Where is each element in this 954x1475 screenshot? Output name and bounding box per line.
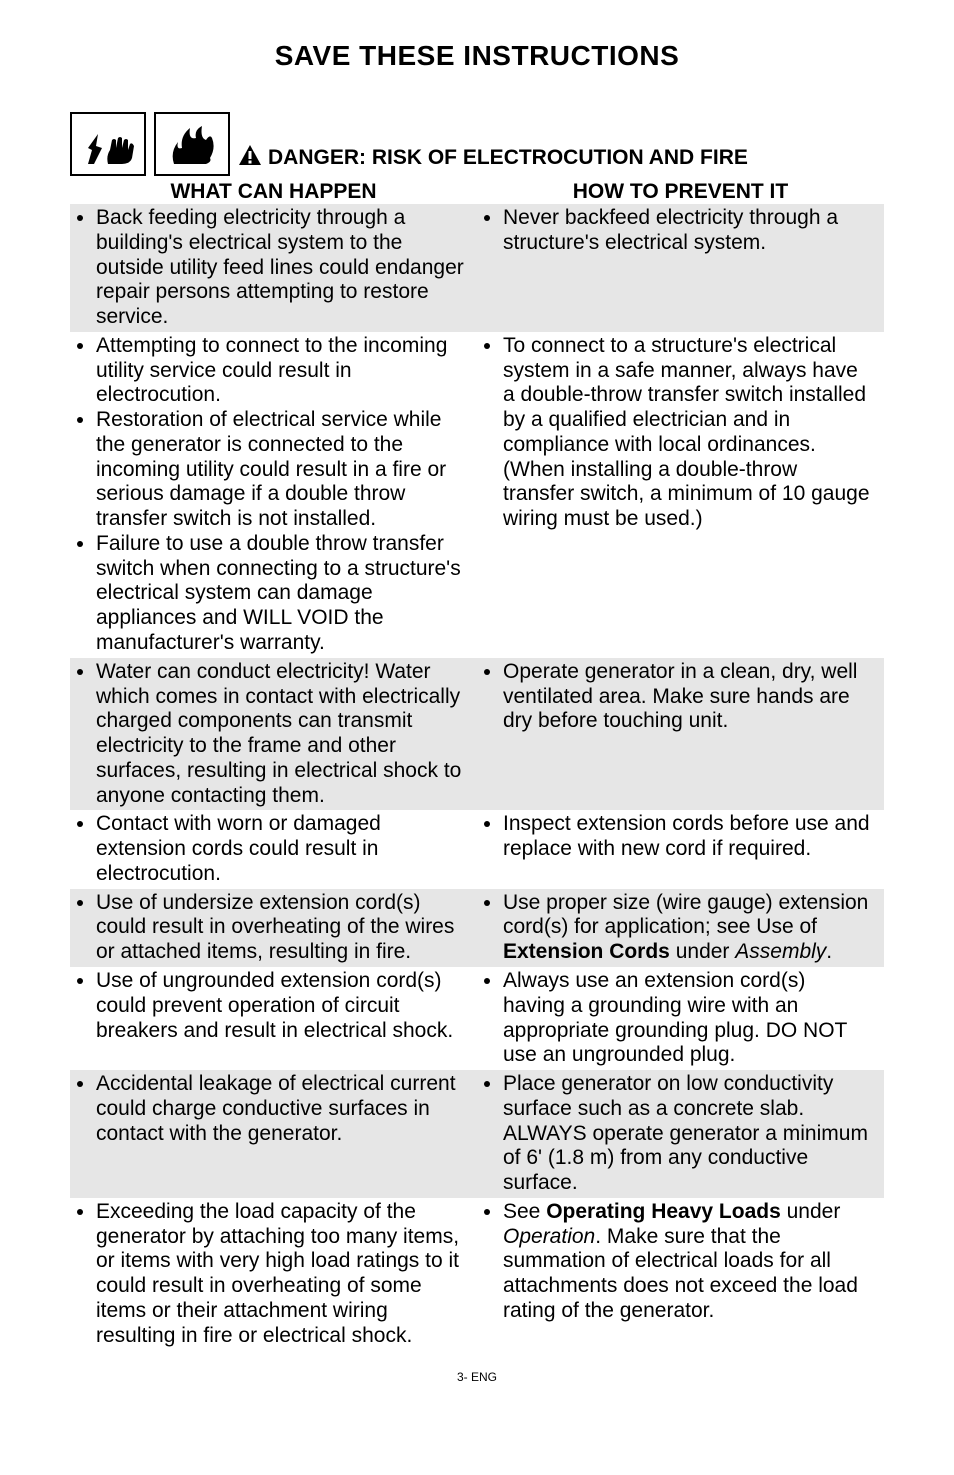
list-item: Accidental leakage of electrical current… [96, 1072, 469, 1146]
left-column: Use of ungrounded extension cord(s) coul… [70, 967, 477, 1070]
list-item: Operate generator in a clean, dry, well … [503, 660, 876, 734]
list-item: Contact with worn or damaged extension c… [96, 812, 469, 886]
right-column: Use proper size (wire gauge) extension c… [477, 889, 884, 967]
table-row: Water can conduct electricity! Water whi… [70, 658, 884, 811]
right-column: Always use an extension cord(s) having a… [477, 967, 884, 1070]
right-column: Operate generator in a clean, dry, well … [477, 658, 884, 811]
list-item: Exceeding the load capacity of the gener… [96, 1200, 469, 1349]
right-column: See Operating Heavy Loads under Operatio… [477, 1198, 884, 1351]
table-row: Attempting to connect to the incoming ut… [70, 332, 884, 658]
table-row: Accidental leakage of electrical current… [70, 1070, 884, 1198]
right-column: Never backfeed electricity through a str… [477, 204, 884, 332]
danger-suffix: : RISK OF ELECTROCUTION AND FIRE [359, 146, 748, 169]
left-column: Use of undersize extension cord(s) could… [70, 889, 477, 967]
list-item: Back feeding electricity through a build… [96, 206, 469, 330]
danger-header-row: DANGER: RISK OF ELECTROCUTION AND FIRE [70, 112, 884, 176]
table-row: Back feeding electricity through a build… [70, 204, 884, 332]
column-headers: WHAT CAN HAPPEN HOW TO PREVENT IT [70, 180, 884, 204]
header-left: WHAT CAN HAPPEN [70, 180, 477, 204]
table-row: Use of undersize extension cord(s) could… [70, 889, 884, 967]
table-row: Contact with worn or damaged extension c… [70, 810, 884, 888]
right-column: Inspect extension cords before use and r… [477, 810, 884, 888]
left-column: Contact with worn or damaged extension c… [70, 810, 477, 888]
left-column: Water can conduct electricity! Water whi… [70, 658, 477, 811]
list-item: To connect to a structure's electrical s… [503, 334, 876, 532]
list-item: Restoration of electrical service while … [96, 408, 469, 532]
left-column: Exceeding the load capacity of the gener… [70, 1198, 477, 1351]
list-item: See Operating Heavy Loads under Operatio… [503, 1200, 876, 1324]
table-row: Exceeding the load capacity of the gener… [70, 1198, 884, 1351]
content-rows: Back feeding electricity through a build… [70, 204, 884, 1350]
list-item: Never backfeed electricity through a str… [503, 206, 876, 256]
table-row: Use of ungrounded extension cord(s) coul… [70, 967, 884, 1070]
list-item: Inspect extension cords before use and r… [503, 812, 876, 862]
page-footer: 3- ENG [70, 1370, 884, 1384]
left-column: Attempting to connect to the incoming ut… [70, 332, 477, 658]
list-item: Place generator on low conductivity surf… [503, 1072, 876, 1196]
list-item: Use of ungrounded extension cord(s) coul… [96, 969, 469, 1043]
list-item: Failure to use a double throw transfer s… [96, 532, 469, 656]
shock-hand-icon [70, 112, 146, 176]
right-column: To connect to a structure's electrical s… [477, 332, 884, 658]
page-title: SAVE THESE INSTRUCTIONS [70, 40, 884, 72]
danger-heading: DANGER: RISK OF ELECTROCUTION AND FIRE [238, 144, 748, 176]
danger-label: DANGER [268, 146, 359, 169]
list-item: Water can conduct electricity! Water whi… [96, 660, 469, 809]
list-item: Always use an extension cord(s) having a… [503, 969, 876, 1068]
list-item: Use proper size (wire gauge) extension c… [503, 891, 876, 965]
left-column: Accidental leakage of electrical current… [70, 1070, 477, 1198]
left-column: Back feeding electricity through a build… [70, 204, 477, 332]
fire-icon [154, 112, 230, 176]
right-column: Place generator on low conductivity surf… [477, 1070, 884, 1198]
list-item: Attempting to connect to the incoming ut… [96, 334, 469, 408]
list-item: Use of undersize extension cord(s) could… [96, 891, 469, 965]
warning-triangle-icon [238, 144, 262, 172]
header-right: HOW TO PREVENT IT [477, 180, 884, 204]
